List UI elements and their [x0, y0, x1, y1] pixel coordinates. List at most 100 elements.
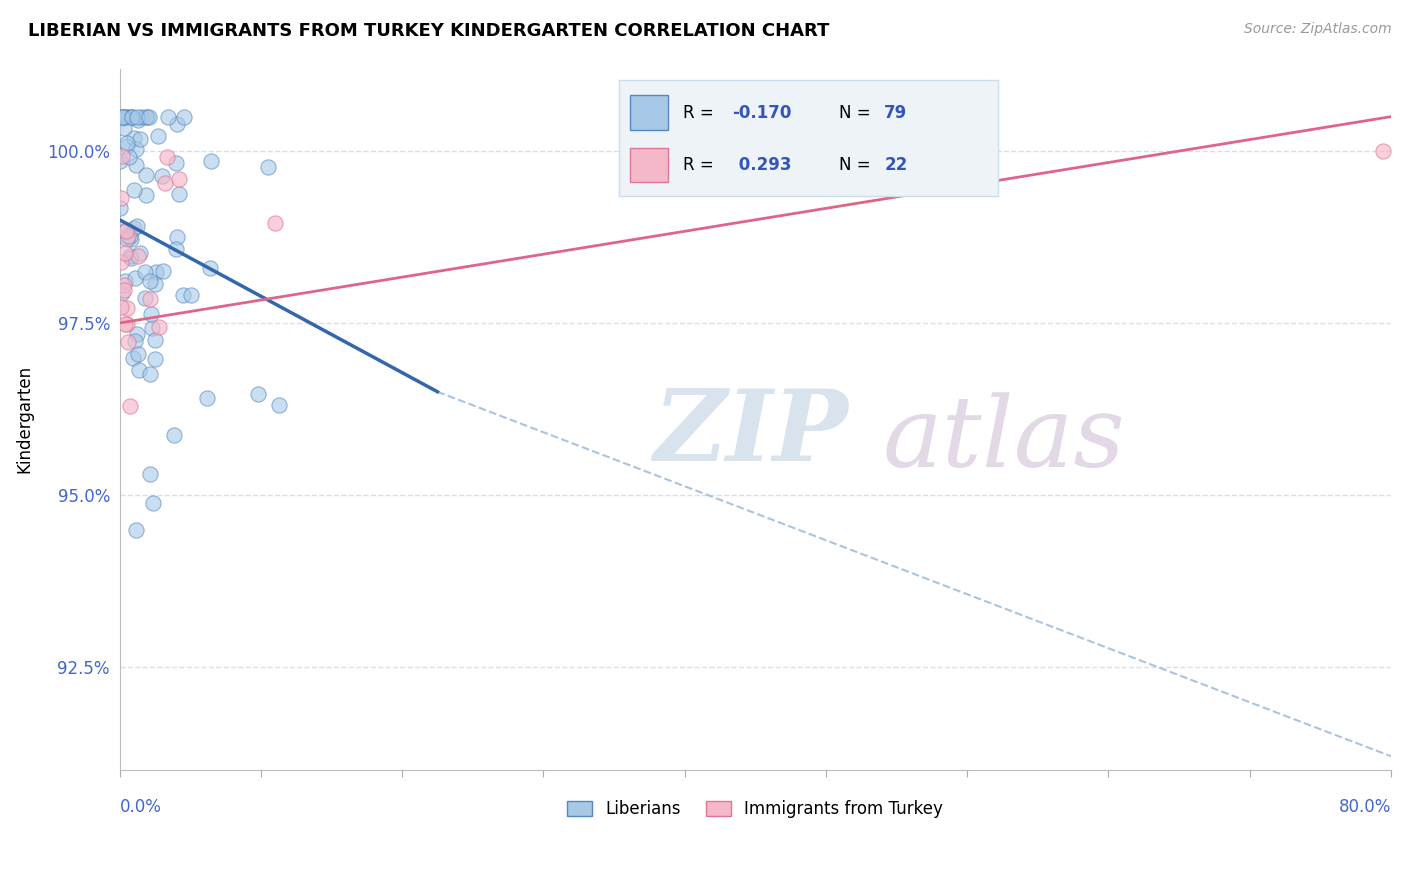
Point	[115, 224, 138, 238]
Point	[114, 273, 136, 287]
Point	[166, 230, 188, 244]
Point	[141, 320, 163, 334]
Text: N =: N =	[839, 103, 876, 121]
Point	[139, 274, 162, 288]
Point	[139, 467, 162, 481]
Point	[156, 150, 179, 164]
Legend: Liberians, Immigrants from Turkey: Liberians, Immigrants from Turkey	[561, 794, 950, 825]
Text: R =: R =	[683, 103, 720, 121]
Bar	[630, 147, 668, 182]
Point	[127, 219, 149, 233]
Text: 80.0%: 80.0%	[1339, 797, 1391, 815]
Point	[127, 249, 149, 263]
Point	[120, 228, 142, 243]
Point	[138, 110, 160, 124]
Point	[114, 110, 136, 124]
Point	[115, 318, 138, 332]
Point	[173, 110, 195, 124]
Point	[128, 245, 150, 260]
Point	[112, 121, 135, 136]
Point	[115, 232, 138, 246]
Point	[110, 255, 132, 269]
Point	[143, 277, 166, 292]
Point	[148, 320, 170, 334]
Point	[167, 172, 190, 186]
Point	[117, 335, 139, 350]
Point	[121, 110, 143, 124]
Point	[112, 277, 135, 292]
Point	[139, 368, 162, 382]
Point	[128, 132, 150, 146]
Point	[124, 334, 146, 349]
Point	[134, 291, 156, 305]
Point	[198, 261, 221, 276]
Point	[165, 242, 187, 256]
Point	[148, 128, 170, 143]
Bar	[630, 95, 668, 130]
Point	[135, 169, 157, 183]
Point	[122, 183, 145, 197]
Text: atlas: atlas	[883, 392, 1125, 488]
Point	[135, 187, 157, 202]
Point	[131, 110, 153, 124]
Text: ZIP: ZIP	[654, 385, 849, 482]
Point	[152, 169, 174, 184]
Point	[1372, 144, 1395, 158]
Point	[264, 216, 287, 230]
Point	[125, 142, 148, 156]
Text: -0.170: -0.170	[733, 103, 792, 121]
Point	[127, 110, 149, 124]
Point	[180, 287, 202, 301]
Point	[120, 232, 142, 246]
Point	[135, 110, 157, 124]
Point	[172, 287, 194, 301]
Point	[200, 153, 222, 168]
Point	[128, 362, 150, 376]
Text: Source: ZipAtlas.com: Source: ZipAtlas.com	[1244, 22, 1392, 37]
Text: 22: 22	[884, 156, 908, 174]
Point	[110, 191, 132, 205]
Point	[145, 265, 167, 279]
Point	[122, 351, 145, 365]
Point	[111, 149, 134, 163]
Point	[141, 307, 163, 321]
Point	[111, 110, 134, 124]
Point	[143, 333, 166, 347]
Point	[117, 301, 139, 315]
Point	[118, 249, 141, 263]
Point	[139, 292, 162, 306]
Point	[167, 186, 190, 201]
Point	[110, 285, 132, 300]
Text: 0.293: 0.293	[733, 156, 792, 174]
Point	[134, 265, 156, 279]
Point	[112, 283, 135, 297]
Text: LIBERIAN VS IMMIGRANTS FROM TURKEY KINDERGARTEN CORRELATION CHART: LIBERIAN VS IMMIGRANTS FROM TURKEY KINDE…	[28, 22, 830, 40]
Text: 79: 79	[884, 103, 908, 121]
Point	[110, 110, 132, 124]
Point	[121, 110, 143, 124]
Point	[142, 496, 165, 510]
Point	[110, 153, 132, 168]
Point	[122, 131, 145, 145]
Point	[165, 155, 187, 169]
Y-axis label: Kindergarten: Kindergarten	[15, 365, 32, 474]
Point	[166, 117, 188, 131]
Point	[110, 201, 132, 215]
Point	[117, 136, 139, 151]
Point	[156, 110, 179, 124]
Point	[124, 271, 146, 285]
Point	[143, 351, 166, 366]
Point	[111, 111, 134, 125]
Text: 0.0%: 0.0%	[120, 797, 162, 815]
Point	[114, 246, 136, 260]
Point	[110, 110, 132, 124]
Point	[115, 222, 138, 236]
Point	[117, 110, 139, 124]
Point	[120, 399, 142, 413]
Point	[117, 228, 139, 243]
Point	[135, 110, 157, 124]
Point	[114, 317, 136, 331]
Point	[125, 523, 148, 537]
Point	[152, 264, 174, 278]
Point	[122, 220, 145, 235]
